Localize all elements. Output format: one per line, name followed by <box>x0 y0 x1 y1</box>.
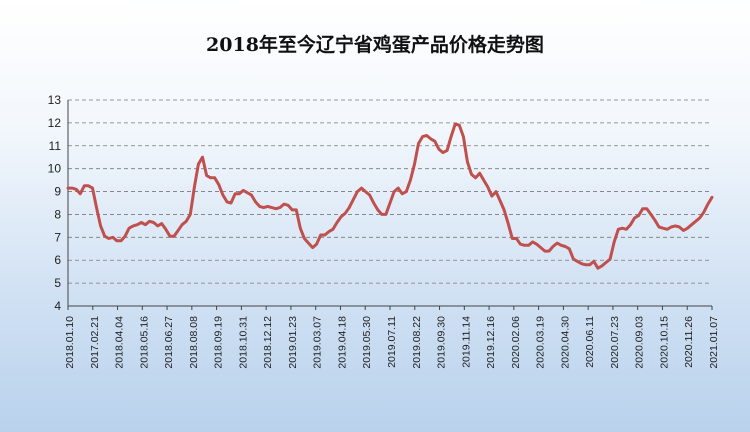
y-tick-label: 8 <box>54 207 61 221</box>
x-tick-label: 2019.12.16 <box>485 316 497 369</box>
y-tick-label: 12 <box>48 116 62 130</box>
x-tick-label: 2020.06.11 <box>584 316 596 368</box>
y-tick-label: 4 <box>54 299 61 313</box>
x-tick-label: 2018.08.08 <box>188 316 200 369</box>
x-tick-label: 2019.09.30 <box>436 316 448 369</box>
x-tick-label: 2018.10.31 <box>237 316 249 369</box>
x-tick-label: 2018.01.10 <box>64 316 76 369</box>
y-tick-label: 5 <box>54 276 61 290</box>
x-tick-label: 2020.10.15 <box>658 316 670 369</box>
y-tick-label: 6 <box>54 253 61 267</box>
x-tick-label: 2020.03.19 <box>535 316 547 369</box>
x-tick-label: 2020.09.03 <box>634 316 646 369</box>
x-tick-label: 2020.11.26 <box>683 316 695 368</box>
y-tick-label: 10 <box>48 162 62 176</box>
y-tick-label: 7 <box>54 230 61 244</box>
x-tick-label: 2020.04.30 <box>559 316 571 369</box>
x-tick-label: 2020.07.23 <box>609 316 621 369</box>
x-tick-label: 2018.09.19 <box>213 316 225 369</box>
x-tick-label: 2019.11.14 <box>460 316 472 368</box>
chart-title: 2018年至今辽宁省鸡蛋产品价格走势图 <box>206 34 544 56</box>
x-tick-label: 2019.04.18 <box>336 316 348 369</box>
x-tick-label: 2018.04.04 <box>114 316 126 369</box>
x-tick-label: 2018.06.27 <box>163 316 175 369</box>
y-tick-label: 11 <box>49 139 62 153</box>
price-series-line <box>66 122 714 270</box>
x-tick-label: 2019.05.30 <box>361 316 373 369</box>
x-tick-label: 2019.01.23 <box>287 316 299 369</box>
x-tick-label: 2019.08.22 <box>411 316 423 369</box>
x-tick-label: 2017.02.21 <box>89 316 101 369</box>
x-tick-label: 2020.02.06 <box>510 316 522 369</box>
x-tick-label: 2019.03.07 <box>312 316 324 369</box>
x-tick-label: 2021.01.07 <box>708 316 720 369</box>
x-tick-label: 2018.05.16 <box>138 316 150 369</box>
y-tick-label: 13 <box>48 93 62 107</box>
x-tick-label: 2018.12.12 <box>262 316 274 369</box>
y-tick-label: 9 <box>54 185 61 199</box>
x-tick-label: 2019.07.11 <box>386 316 398 368</box>
